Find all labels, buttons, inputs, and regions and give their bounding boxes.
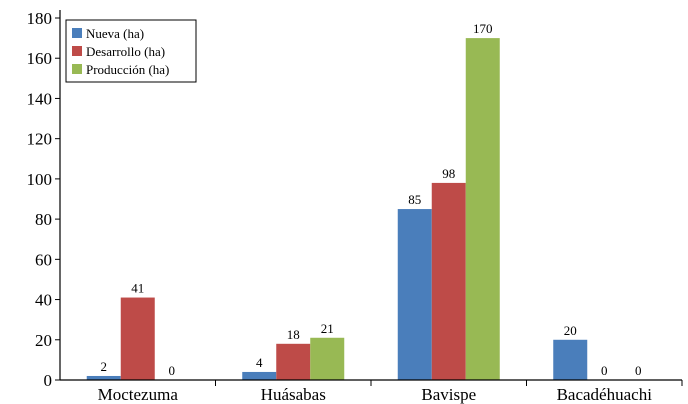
bar-producción-2 [465,38,500,380]
data-label: 4 [256,355,263,370]
y-tick-label: 180 [27,9,53,28]
data-label: 85 [408,192,421,207]
data-label: 20 [564,323,577,338]
y-tick-label: 0 [44,371,53,390]
bar-producción-1 [310,337,345,380]
bar-nueva-1 [242,371,277,380]
data-label: 0 [169,363,176,378]
bar-desarrollo-0 [120,297,155,380]
legend-swatch [72,64,82,74]
data-label: 21 [321,321,334,336]
data-label: 170 [473,21,493,36]
legend-label: Nueva (ha) [86,26,144,41]
y-tick-label: 120 [27,130,53,149]
y-tick-label: 140 [27,89,53,108]
x-tick-label: Bacadéhuachi [557,385,653,404]
bars-layer [86,38,588,380]
bar-desarrollo-1 [276,343,311,380]
bar-desarrollo-2 [431,182,466,380]
data-label: 0 [635,363,642,378]
data-label: 0 [601,363,608,378]
bar-nueva-0 [86,375,121,380]
data-label: 2 [101,359,108,374]
y-tick-label: 100 [27,170,53,189]
bar-nueva-2 [397,209,432,380]
y-tick-label: 160 [27,49,53,68]
labels-layer: 2 41 0 Moctezuma 4 18 21 Huásabas 85 98 170 Bavispe… [98,21,653,404]
y-tick-label: 20 [35,331,52,350]
y-tick-label: 60 [35,250,52,269]
legend-box [65,19,197,83]
legend-label: Producción (ha) [86,62,169,77]
legend-swatch [72,28,82,38]
x-tick-label: Bavispe [421,385,476,404]
x-tick-label: Moctezuma [98,385,179,404]
data-label: 41 [131,281,144,296]
y-tick-label: 80 [35,210,52,229]
chart-legend: Nueva (ha) Desarrollo (ha) Producción (ha) [65,19,197,83]
legend-label: Desarrollo (ha) [86,44,165,59]
x-tick-label: Huásabas [261,385,326,404]
data-label: 98 [442,166,455,181]
data-label: 18 [287,327,300,342]
legend-swatch [72,46,82,56]
bar-nueva-3 [553,339,588,380]
y-tick-label: 40 [35,291,52,310]
